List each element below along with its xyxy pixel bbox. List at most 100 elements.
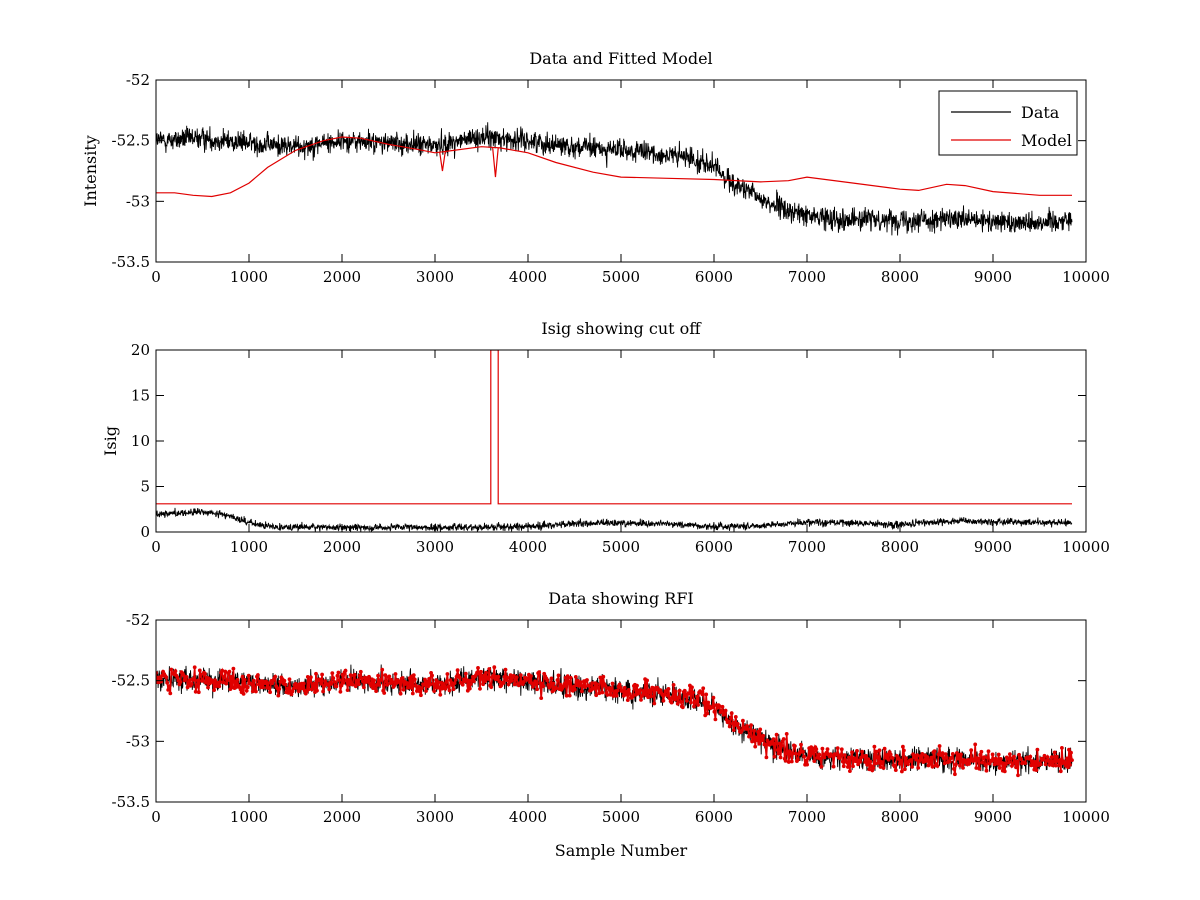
rfi-marker	[336, 670, 341, 675]
rfi-marker	[825, 747, 830, 751]
rfi-marker	[855, 749, 859, 753]
rfi-marker	[505, 675, 510, 680]
rfi-marker	[537, 670, 541, 675]
rfi-marker	[868, 759, 873, 764]
rfi-marker	[224, 681, 229, 686]
rfi-marker	[818, 757, 823, 761]
rfi-marker	[266, 681, 270, 686]
rfi-marker	[784, 732, 789, 736]
rfi-marker	[646, 695, 651, 700]
rfi-marker	[702, 700, 707, 705]
rfi-marker	[401, 687, 406, 692]
rfi-marker	[764, 755, 769, 760]
rfi-marker	[867, 767, 872, 772]
y-tick-label: -53	[126, 192, 150, 210]
rfi-marker	[996, 752, 1001, 757]
rfi-marker	[794, 751, 798, 756]
rfi-marker	[267, 686, 271, 691]
rfi-marker	[961, 766, 965, 770]
rfi-marker	[573, 675, 578, 679]
x-tick-label: 1000	[230, 268, 268, 286]
rfi-marker	[321, 689, 325, 694]
rfi-marker	[1052, 750, 1057, 755]
rfi-marker	[1009, 756, 1013, 761]
rfi-marker	[781, 737, 786, 741]
rfi-marker	[285, 686, 290, 691]
legend-label: Model	[1021, 131, 1072, 150]
x-tick-label: 1000	[230, 538, 268, 556]
rfi-marker	[885, 753, 890, 757]
rfi-marker	[562, 681, 567, 686]
rfi-marker	[731, 728, 736, 732]
rfi-marker	[446, 684, 451, 689]
rfi-marker	[455, 668, 460, 673]
rfi-marker	[361, 679, 365, 684]
rfi-marker	[400, 676, 405, 680]
rfi-marker	[676, 696, 681, 700]
rfi-marker	[909, 758, 913, 762]
rfi-marker	[512, 682, 517, 687]
rfi-marker	[973, 742, 978, 747]
rfi-marker	[242, 677, 247, 682]
y-tick-label: -52.5	[112, 132, 150, 150]
rfi-marker	[614, 693, 619, 698]
rfi-marker	[502, 675, 507, 679]
x-tick-label: 6000	[695, 538, 733, 556]
rfi-marker	[241, 692, 246, 696]
rfi-marker	[318, 677, 322, 682]
rfi-marker	[937, 744, 942, 748]
rfi-marker	[687, 691, 691, 696]
series-model-line	[156, 136, 1072, 198]
rfi-marker	[705, 711, 710, 716]
rfi-marker	[175, 675, 180, 680]
rfi-marker	[881, 766, 886, 770]
rfi-marker	[919, 757, 924, 762]
rfi-marker	[711, 695, 716, 700]
rfi-marker	[682, 688, 687, 693]
y-tick-label: 15	[131, 387, 150, 405]
x-tick-label: 10000	[1062, 808, 1110, 826]
rfi-marker	[772, 754, 777, 759]
y-tick-label: -53.5	[112, 253, 150, 271]
rfi-marker	[1042, 753, 1047, 758]
rfi-marker	[353, 684, 358, 689]
rfi-marker	[278, 679, 283, 684]
rfi-marker	[193, 689, 198, 694]
rfi-marker	[451, 687, 456, 692]
rfi-marker	[914, 757, 918, 762]
x-tick-label: 6000	[695, 808, 733, 826]
x-tick-label: 10000	[1062, 268, 1110, 286]
rfi-marker	[984, 768, 989, 773]
rfi-marker	[310, 687, 314, 692]
rfi-marker	[751, 736, 755, 741]
rfi-marker	[846, 765, 850, 769]
rfi-marker	[534, 682, 538, 686]
rfi-marker	[875, 755, 880, 760]
x-tick-label: 0	[151, 808, 161, 826]
rfi-marker	[771, 737, 776, 741]
rfi-marker	[1053, 763, 1058, 768]
rfi-marker	[892, 764, 897, 769]
rfi-marker	[974, 766, 979, 770]
rfi-marker	[541, 684, 546, 688]
rfi-marker	[880, 761, 885, 766]
rfi-marker	[600, 690, 605, 695]
rfi-marker	[626, 688, 631, 692]
rfi-marker	[684, 694, 688, 699]
rfi-marker	[791, 751, 795, 756]
rfi-marker	[497, 679, 502, 684]
rfi-marker	[1002, 769, 1007, 774]
rfi-marker	[282, 678, 287, 683]
rfi-marker	[940, 751, 945, 755]
rfi-marker	[306, 687, 311, 692]
rfi-marker	[1049, 755, 1054, 759]
rfi-marker	[753, 744, 758, 749]
rfi-marker	[483, 679, 487, 684]
rfi-marker	[935, 764, 940, 768]
rfi-marker	[949, 755, 954, 760]
rfi-marker	[430, 673, 434, 678]
series-isig-line	[156, 507, 1073, 532]
rfi-marker	[335, 673, 340, 678]
rfi-marker	[770, 741, 775, 746]
rfi-marker	[874, 749, 879, 754]
